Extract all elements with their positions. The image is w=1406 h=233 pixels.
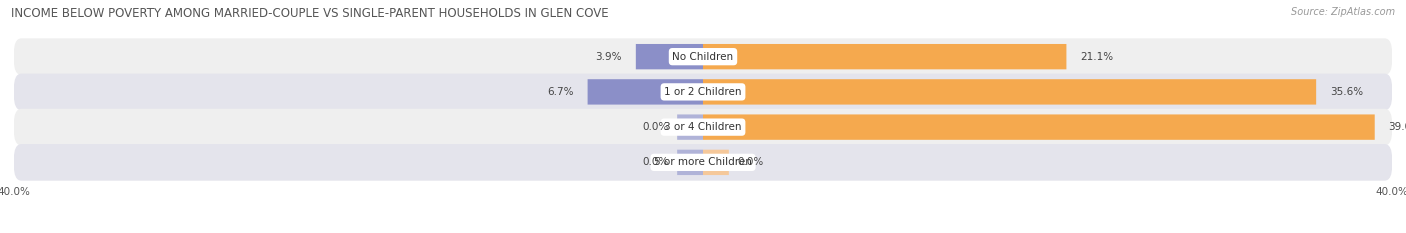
FancyBboxPatch shape [14,144,1392,181]
Text: 6.7%: 6.7% [547,87,574,97]
Text: 35.6%: 35.6% [1330,87,1362,97]
Text: INCOME BELOW POVERTY AMONG MARRIED-COUPLE VS SINGLE-PARENT HOUSEHOLDS IN GLEN CO: INCOME BELOW POVERTY AMONG MARRIED-COUPL… [11,7,609,20]
FancyBboxPatch shape [14,109,1392,145]
Text: 39.0%: 39.0% [1389,122,1406,132]
Text: 3 or 4 Children: 3 or 4 Children [664,122,742,132]
FancyBboxPatch shape [678,150,703,175]
Text: 21.1%: 21.1% [1080,52,1114,62]
Text: Source: ZipAtlas.com: Source: ZipAtlas.com [1291,7,1395,17]
Text: No Children: No Children [672,52,734,62]
Text: 3.9%: 3.9% [596,52,621,62]
FancyBboxPatch shape [678,114,703,140]
FancyBboxPatch shape [703,79,1316,105]
FancyBboxPatch shape [703,150,728,175]
Text: 0.0%: 0.0% [738,157,763,167]
Text: 5 or more Children: 5 or more Children [654,157,752,167]
FancyBboxPatch shape [14,74,1392,110]
Text: 0.0%: 0.0% [643,157,669,167]
Text: 1 or 2 Children: 1 or 2 Children [664,87,742,97]
FancyBboxPatch shape [703,44,1066,69]
FancyBboxPatch shape [14,38,1392,75]
FancyBboxPatch shape [636,44,703,69]
FancyBboxPatch shape [588,79,703,105]
Text: 0.0%: 0.0% [643,122,669,132]
FancyBboxPatch shape [703,114,1375,140]
